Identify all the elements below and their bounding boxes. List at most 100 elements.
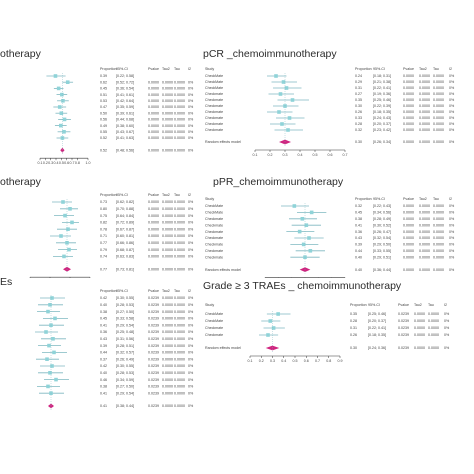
row-value: 0.0000 [403, 204, 414, 208]
row-value: 0.41 [100, 391, 107, 395]
axis-tick-label: 0.1 [253, 153, 258, 157]
row-value: 0.0000 [162, 99, 173, 103]
column-header: Pvalue [148, 67, 159, 71]
study-label: Checkmate [205, 255, 223, 259]
row-value: 0.0000 [162, 248, 173, 252]
row-value: 0% [188, 207, 194, 211]
row-value: [0.23; 0.42] [373, 128, 391, 132]
axis-tick-label: 0.6 [328, 153, 333, 157]
summary-value: 0.0000 [433, 268, 444, 272]
summary-value: [0.26; 0.34] [373, 140, 391, 144]
row-value: 0.0000 [174, 344, 185, 348]
row-value: [0.18; 0.35] [368, 333, 386, 337]
row-value: 0.0000 [162, 241, 173, 245]
estimate-point [48, 303, 52, 307]
row-value: 0.31 [350, 326, 357, 330]
axis-tick-label: 0.7 [315, 359, 320, 363]
row-value: [0.30; 0.52] [373, 223, 391, 227]
study-label: CheckMate [205, 74, 223, 78]
row-value: 0.42 [100, 296, 107, 300]
row-value: 0.0000 [433, 98, 444, 102]
row-value: 0.0000 [419, 128, 430, 132]
header-study: Study [205, 303, 214, 307]
column-header: Proportion [100, 193, 117, 197]
row-value: 0.0000 [174, 214, 185, 218]
summary-value: 0.0000 [162, 267, 173, 271]
row-value: 0.0000 [162, 207, 173, 211]
study-label: Checkmate [205, 223, 223, 227]
summary-label: Random effects model [205, 268, 241, 272]
row-value: [0.36; 0.54] [116, 87, 134, 91]
row-value: 0.40 [355, 255, 362, 259]
row-value: [0.22; 0.41] [368, 326, 386, 330]
row-value: 0.0000 [162, 317, 173, 321]
row-value: [0.35; 0.59] [116, 105, 134, 109]
row-value: 0% [449, 236, 455, 240]
column-header: Tau2 [162, 289, 170, 293]
row-value: 0.0000 [419, 104, 430, 108]
row-value: 0.0239 [148, 317, 159, 321]
row-value: 0.39 [100, 74, 107, 78]
row-value: 0.0000 [174, 124, 185, 128]
forest-plot-panel-6: Grade ≥ 3 TRAEs _ chemoimmunotherapy Stu… [195, 270, 474, 370]
column-header: Tau [174, 289, 180, 293]
row-value: [0.22; 0.43] [373, 204, 391, 208]
row-value: 0.55 [100, 130, 107, 134]
column-header: Pvalue [403, 197, 414, 201]
row-value: 0.0000 [174, 255, 185, 259]
row-value: 0.0000 [162, 378, 173, 382]
study-label: Checkmate [205, 326, 223, 330]
estimate-point [50, 296, 54, 300]
row-value: 0.0000 [433, 92, 444, 96]
axis-tick-label: 0.4 [54, 161, 59, 165]
summary-value: [0.48; 0.56] [116, 148, 134, 152]
row-value: [0.31; 0.56] [116, 337, 134, 341]
row-value: 0.0000 [162, 303, 173, 307]
row-value: 0.0000 [403, 92, 414, 96]
row-value: 0.0000 [162, 351, 173, 355]
axis-tick-label: 0.2 [259, 359, 264, 363]
row-value: 0% [449, 217, 455, 221]
row-value: 0.49 [100, 124, 107, 128]
row-value: [0.18; 0.31] [373, 74, 391, 78]
row-value: 0.0000 [148, 221, 159, 225]
row-value: 0.0000 [403, 122, 414, 126]
estimate-point [46, 384, 50, 389]
row-value: 0% [188, 105, 194, 109]
row-value: 0.0000 [162, 87, 173, 91]
row-value: 0.0000 [419, 223, 430, 227]
row-value: 0.41 [100, 323, 107, 327]
summary-value: 0.30 [355, 140, 362, 144]
axis-tick-label: 0.9 [338, 359, 343, 363]
row-value: [0.33; 0.55] [373, 249, 391, 253]
summary-value: 0% [449, 268, 455, 272]
row-value: 0.0000 [419, 211, 430, 215]
row-value: 0% [188, 248, 194, 252]
column-header: I2 [188, 67, 191, 71]
summary-value: 0.0000 [428, 346, 439, 350]
summary-value: 0.0000 [419, 140, 430, 144]
axis-tick-label: 0.2 [268, 153, 273, 157]
row-value: [0.43; 0.67] [116, 130, 134, 134]
row-value: 0.24 [355, 74, 362, 78]
row-value: 0% [188, 93, 194, 97]
summary-value: [0.38; 0.44] [116, 404, 134, 408]
estimate-point [59, 111, 64, 115]
row-value: 0.30 [355, 104, 362, 108]
summary-value: 0.0239 [148, 404, 159, 408]
column-header: Proportion [350, 303, 367, 307]
row-value: 0.0000 [403, 255, 414, 259]
row-value: 0% [188, 344, 194, 348]
row-value: [0.20; 0.37] [373, 122, 391, 126]
row-value: 0.75 [100, 214, 107, 218]
estimate-point [56, 86, 61, 91]
row-value: 0% [188, 378, 194, 382]
row-value: 0.73 [100, 200, 107, 204]
row-value: 0.0000 [433, 230, 444, 234]
row-value: 0% [449, 110, 455, 114]
forest-plot: Study Proportion 95%-CI Pvalue Tau2 Tau I2 Chec… [205, 303, 450, 363]
row-value: 0.0239 [148, 344, 159, 348]
row-value: 0% [188, 330, 194, 334]
estimate-point [44, 330, 48, 334]
row-value: [0.29; 0.50] [373, 243, 391, 247]
